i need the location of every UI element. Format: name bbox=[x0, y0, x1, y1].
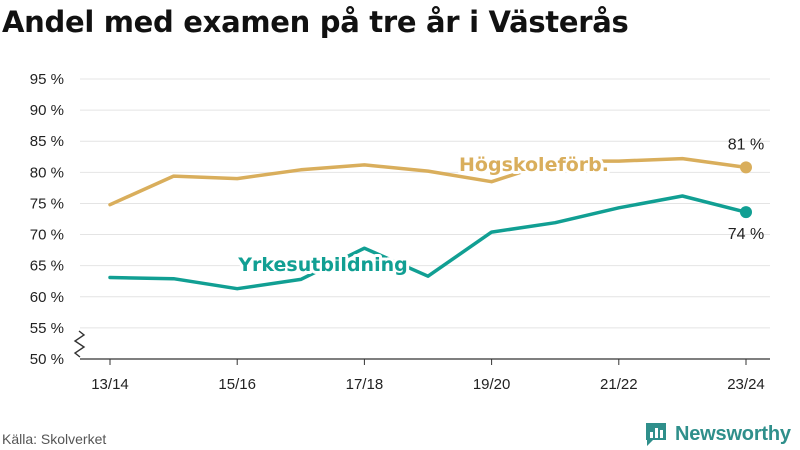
series-lines bbox=[108, 156, 752, 291]
y-tick-label: 70 % bbox=[30, 227, 64, 244]
y-tick-label: 55 % bbox=[30, 320, 64, 337]
y-tick-label: 60 % bbox=[30, 289, 64, 306]
brand-logo: Newsworthy bbox=[644, 421, 791, 447]
x-tick-label: 13/14 bbox=[91, 376, 129, 393]
x-tick-label: 23/24 bbox=[727, 376, 765, 393]
gridlines bbox=[80, 78, 770, 329]
y-tick-label: 50 % bbox=[30, 351, 64, 368]
x-tick-label: 15/16 bbox=[218, 376, 256, 393]
series-name-label: Högskoleförb. bbox=[459, 154, 609, 176]
y-tick-label: 80 % bbox=[30, 164, 64, 181]
end-value-label: 74 % bbox=[728, 226, 764, 243]
y-tick-label: 65 % bbox=[30, 258, 64, 275]
y-tick-label: 90 % bbox=[30, 102, 64, 119]
y-tick-label: 85 % bbox=[30, 133, 64, 150]
x-tick-label: 17/18 bbox=[346, 376, 384, 393]
brand-name: Newsworthy bbox=[675, 422, 791, 445]
axes: 50 % 55 % 60 % 65 % 70 % 75 % 80 % 85 % 90 % 95 %… bbox=[30, 71, 770, 393]
series-line-yrkesutbildning bbox=[108, 194, 748, 291]
axis-break-icon bbox=[73, 330, 86, 358]
series-labels: Högskoleförb. Yrkesutbildning 81 % 74 % bbox=[234, 136, 764, 279]
line-chart: 50 % 55 % 60 % 65 % 70 % 75 % 80 % 85 % 90 % 95 %… bbox=[30, 71, 770, 393]
series-end-point bbox=[740, 206, 752, 219]
series-end-point bbox=[740, 161, 752, 174]
y-tick-label: 75 % bbox=[30, 195, 64, 212]
y-tick-label: 95 % bbox=[30, 71, 64, 88]
chart-title: Andel med examen på tre år i Västerås bbox=[2, 5, 629, 39]
x-tick-label: 19/20 bbox=[473, 376, 511, 393]
x-tick-label: 21/22 bbox=[600, 376, 638, 393]
series-name-label: Yrkesutbildning bbox=[237, 254, 407, 276]
end-value-label: 81 % bbox=[728, 136, 764, 153]
series-line-högskoleförb- bbox=[108, 156, 748, 207]
source-note: Källa: Skolverket bbox=[2, 431, 107, 447]
newsworthy-logo-icon bbox=[644, 421, 668, 447]
